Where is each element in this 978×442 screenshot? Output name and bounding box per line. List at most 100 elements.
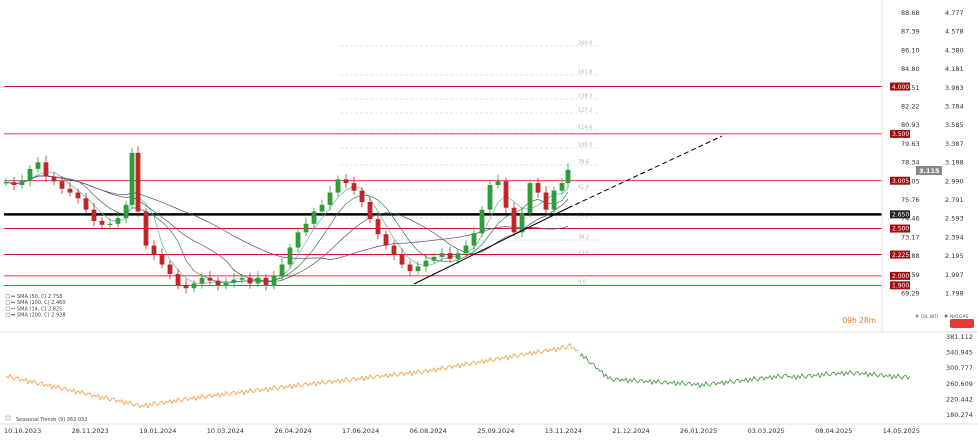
countdown-label: 09h 28m [842, 316, 876, 325]
axis-tick-primary: 78.34 [901, 159, 920, 167]
lower-right-axis: 381.112 340.945 300.777 260.609 220.442 180.2… [946, 333, 973, 419]
candle-body [59, 181, 65, 189]
tag-natgas[interactable]: NATGAS [950, 314, 968, 320]
axis-tick-secondary: 2.990 [945, 177, 964, 185]
tag-oil-wti[interactable]: OIL.WTI [921, 314, 938, 320]
trend-line-dashed [567, 135, 723, 209]
level-tag-bg [890, 210, 910, 219]
level-tag: 2.000 [892, 273, 909, 280]
axis-tick-primary: 79.63 [901, 140, 920, 148]
candle-body [239, 277, 245, 280]
fib-label: 114.6 [578, 125, 592, 131]
trend-lines [413, 135, 723, 285]
candle-body [431, 256, 437, 261]
candle-body [551, 190, 557, 210]
candle-body [303, 223, 309, 233]
candle-body [407, 264, 413, 272]
seasonal-legend-icon[interactable] [5, 415, 11, 421]
legend-toggle[interactable] [5, 306, 10, 311]
tag-dot-oil [915, 314, 919, 318]
fib-label: 0.0 [578, 280, 586, 286]
sma-14-line [5, 171, 569, 285]
candle-body [287, 247, 293, 265]
trend-line-solid [413, 207, 569, 285]
legend-toggle[interactable] [5, 294, 10, 299]
candle-body [183, 285, 189, 289]
axis-tick-primary: 80.93 [901, 121, 920, 129]
level-tag: 2.650 [892, 212, 909, 219]
axis-tick-secondary: 3.784 [945, 103, 964, 111]
date-tick: 26.01.2025 [680, 427, 717, 435]
candle-body [463, 245, 469, 254]
date-tick: 06.08.2024 [410, 427, 447, 435]
fib-label: 61.8 [578, 185, 589, 191]
candle-body [351, 183, 357, 191]
axis-tick-secondary: 2.593 [945, 215, 964, 223]
axis-tick-primary: 71.88 [901, 252, 920, 260]
fib-label: 38.2 [578, 235, 589, 241]
seasonal-legend: Seasonal Trends (9) 362.032 [16, 417, 87, 423]
level-tag-bg [890, 271, 910, 280]
axis-tick-primary: 70.59 [901, 271, 920, 279]
candle-body [67, 188, 73, 193]
candle-body [207, 277, 213, 281]
candle-body [327, 192, 333, 205]
date-tick: 10.03.2024 [207, 427, 244, 435]
level-tag: 3.500 [892, 131, 909, 138]
axis-tick-secondary: 3.387 [945, 140, 964, 148]
axis-tick-secondary: 4.578 [945, 28, 964, 36]
lower-axis-tick: 180.274 [946, 411, 973, 419]
level-tag-bg [890, 281, 910, 290]
level-labels: 4.000 3.500 3.005 2.650 2.500 2.225 2.000 1.900 [890, 82, 910, 290]
candle-body [383, 234, 389, 246]
last-price-label: 3.115 [919, 167, 940, 175]
lower-axis-tick: 220.442 [946, 395, 973, 403]
level-tag-bg [890, 82, 910, 91]
natgas-price-box [950, 319, 974, 328]
candle-body [231, 279, 237, 283]
candle-body [247, 277, 253, 284]
seasonal-line-forecast [579, 353, 911, 389]
axis-tick-primary: 84.80 [901, 65, 920, 73]
level-tag-bg [890, 176, 910, 185]
axis-tick-secondary: 1.798 [945, 290, 964, 298]
fib-label: 161.8 [578, 70, 592, 76]
legend-toggle[interactable] [5, 312, 10, 317]
candle-body [159, 255, 165, 265]
candle-body [495, 181, 501, 186]
axis-tick-primary: 87.39 [901, 28, 920, 36]
candle-body [99, 220, 105, 225]
candle-body [143, 211, 149, 246]
candle-body [263, 277, 269, 286]
candle-body [129, 152, 135, 205]
candle-body [511, 207, 517, 233]
candle-body [359, 190, 365, 203]
candle-body [503, 181, 509, 208]
candle-body [135, 152, 141, 212]
date-tick: 17.06.2024 [342, 427, 379, 435]
tag-dot-natgas [944, 314, 948, 318]
candle-body [199, 277, 205, 284]
axis-tick-secondary: 2.791 [945, 196, 964, 204]
axis-tick-secondary: 2.195 [945, 252, 964, 260]
candle-body [367, 202, 373, 220]
axis-tick-primary: 73.17 [901, 233, 920, 241]
axis-tick-secondary: 3.983 [945, 84, 964, 92]
fibonacci-lines: 200.0161.8138.2127.2114.6100.078.661.850… [340, 41, 598, 286]
fib-label: 138.2 [578, 94, 592, 100]
level-tag-bg [890, 250, 910, 259]
legend-item: SMA (50, C) 2.758 [17, 294, 62, 300]
candle-body [223, 282, 229, 286]
lower-axis-tick: 381.112 [946, 333, 973, 341]
date-tick: 21.12.2024 [612, 427, 649, 435]
candle-body [255, 277, 261, 284]
level-tag: 2.225 [892, 252, 909, 259]
axis-tick-secondary: 2.394 [945, 233, 964, 241]
date-tick: 14.05.2025 [883, 427, 920, 435]
legend-toggle[interactable] [5, 300, 10, 305]
candle-body [415, 266, 421, 272]
date-tick: 08.04.2025 [815, 427, 852, 435]
candle-body [51, 176, 57, 182]
level-tag-bg [890, 224, 910, 233]
